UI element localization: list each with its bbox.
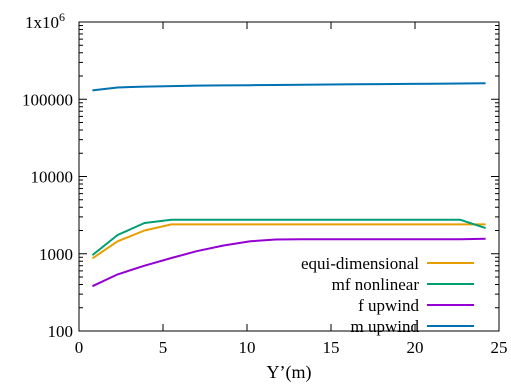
x-tick-label: 10: [239, 338, 256, 357]
x-axis-title: Y’(m): [267, 362, 312, 383]
series-line-f-upwind: [91, 237, 486, 288]
legend-label: f upwind: [358, 296, 419, 315]
x-tick-label: 5: [159, 338, 168, 357]
legend-label: mf nonlinear: [332, 275, 420, 294]
y-tick-label: 100: [48, 322, 74, 341]
y-tick-label: 1000: [39, 245, 73, 264]
legend-label: m upwind: [351, 317, 420, 336]
x-tick-label: 20: [407, 338, 424, 357]
x-tick-labels: 0 5 10 15 20 25: [75, 338, 508, 357]
y-tick-label: 10000: [31, 168, 74, 187]
legend-label: equi-dimensional: [301, 254, 419, 273]
y-tick-exponent: 6: [59, 10, 65, 24]
series-line-equi-dimensional: [91, 223, 486, 260]
series-lines: [91, 82, 486, 288]
series-line-m-upwind: [92, 82, 486, 92]
legend: equi-dimensional mf nonlinear f upwind m up…: [301, 254, 474, 336]
y-tick-labels: 100 1000 10000 100000 1x106: [22, 10, 73, 341]
x-tick-label: 25: [491, 338, 508, 357]
x-tick-label: 15: [323, 338, 340, 357]
series-line-mf-nonlinear: [91, 218, 486, 256]
x-tick-label: 0: [75, 338, 84, 357]
y-tick-label: 100000: [22, 90, 73, 109]
axis-ticks: [78, 21, 500, 332]
y-tick-label: 1x106: [25, 10, 65, 32]
